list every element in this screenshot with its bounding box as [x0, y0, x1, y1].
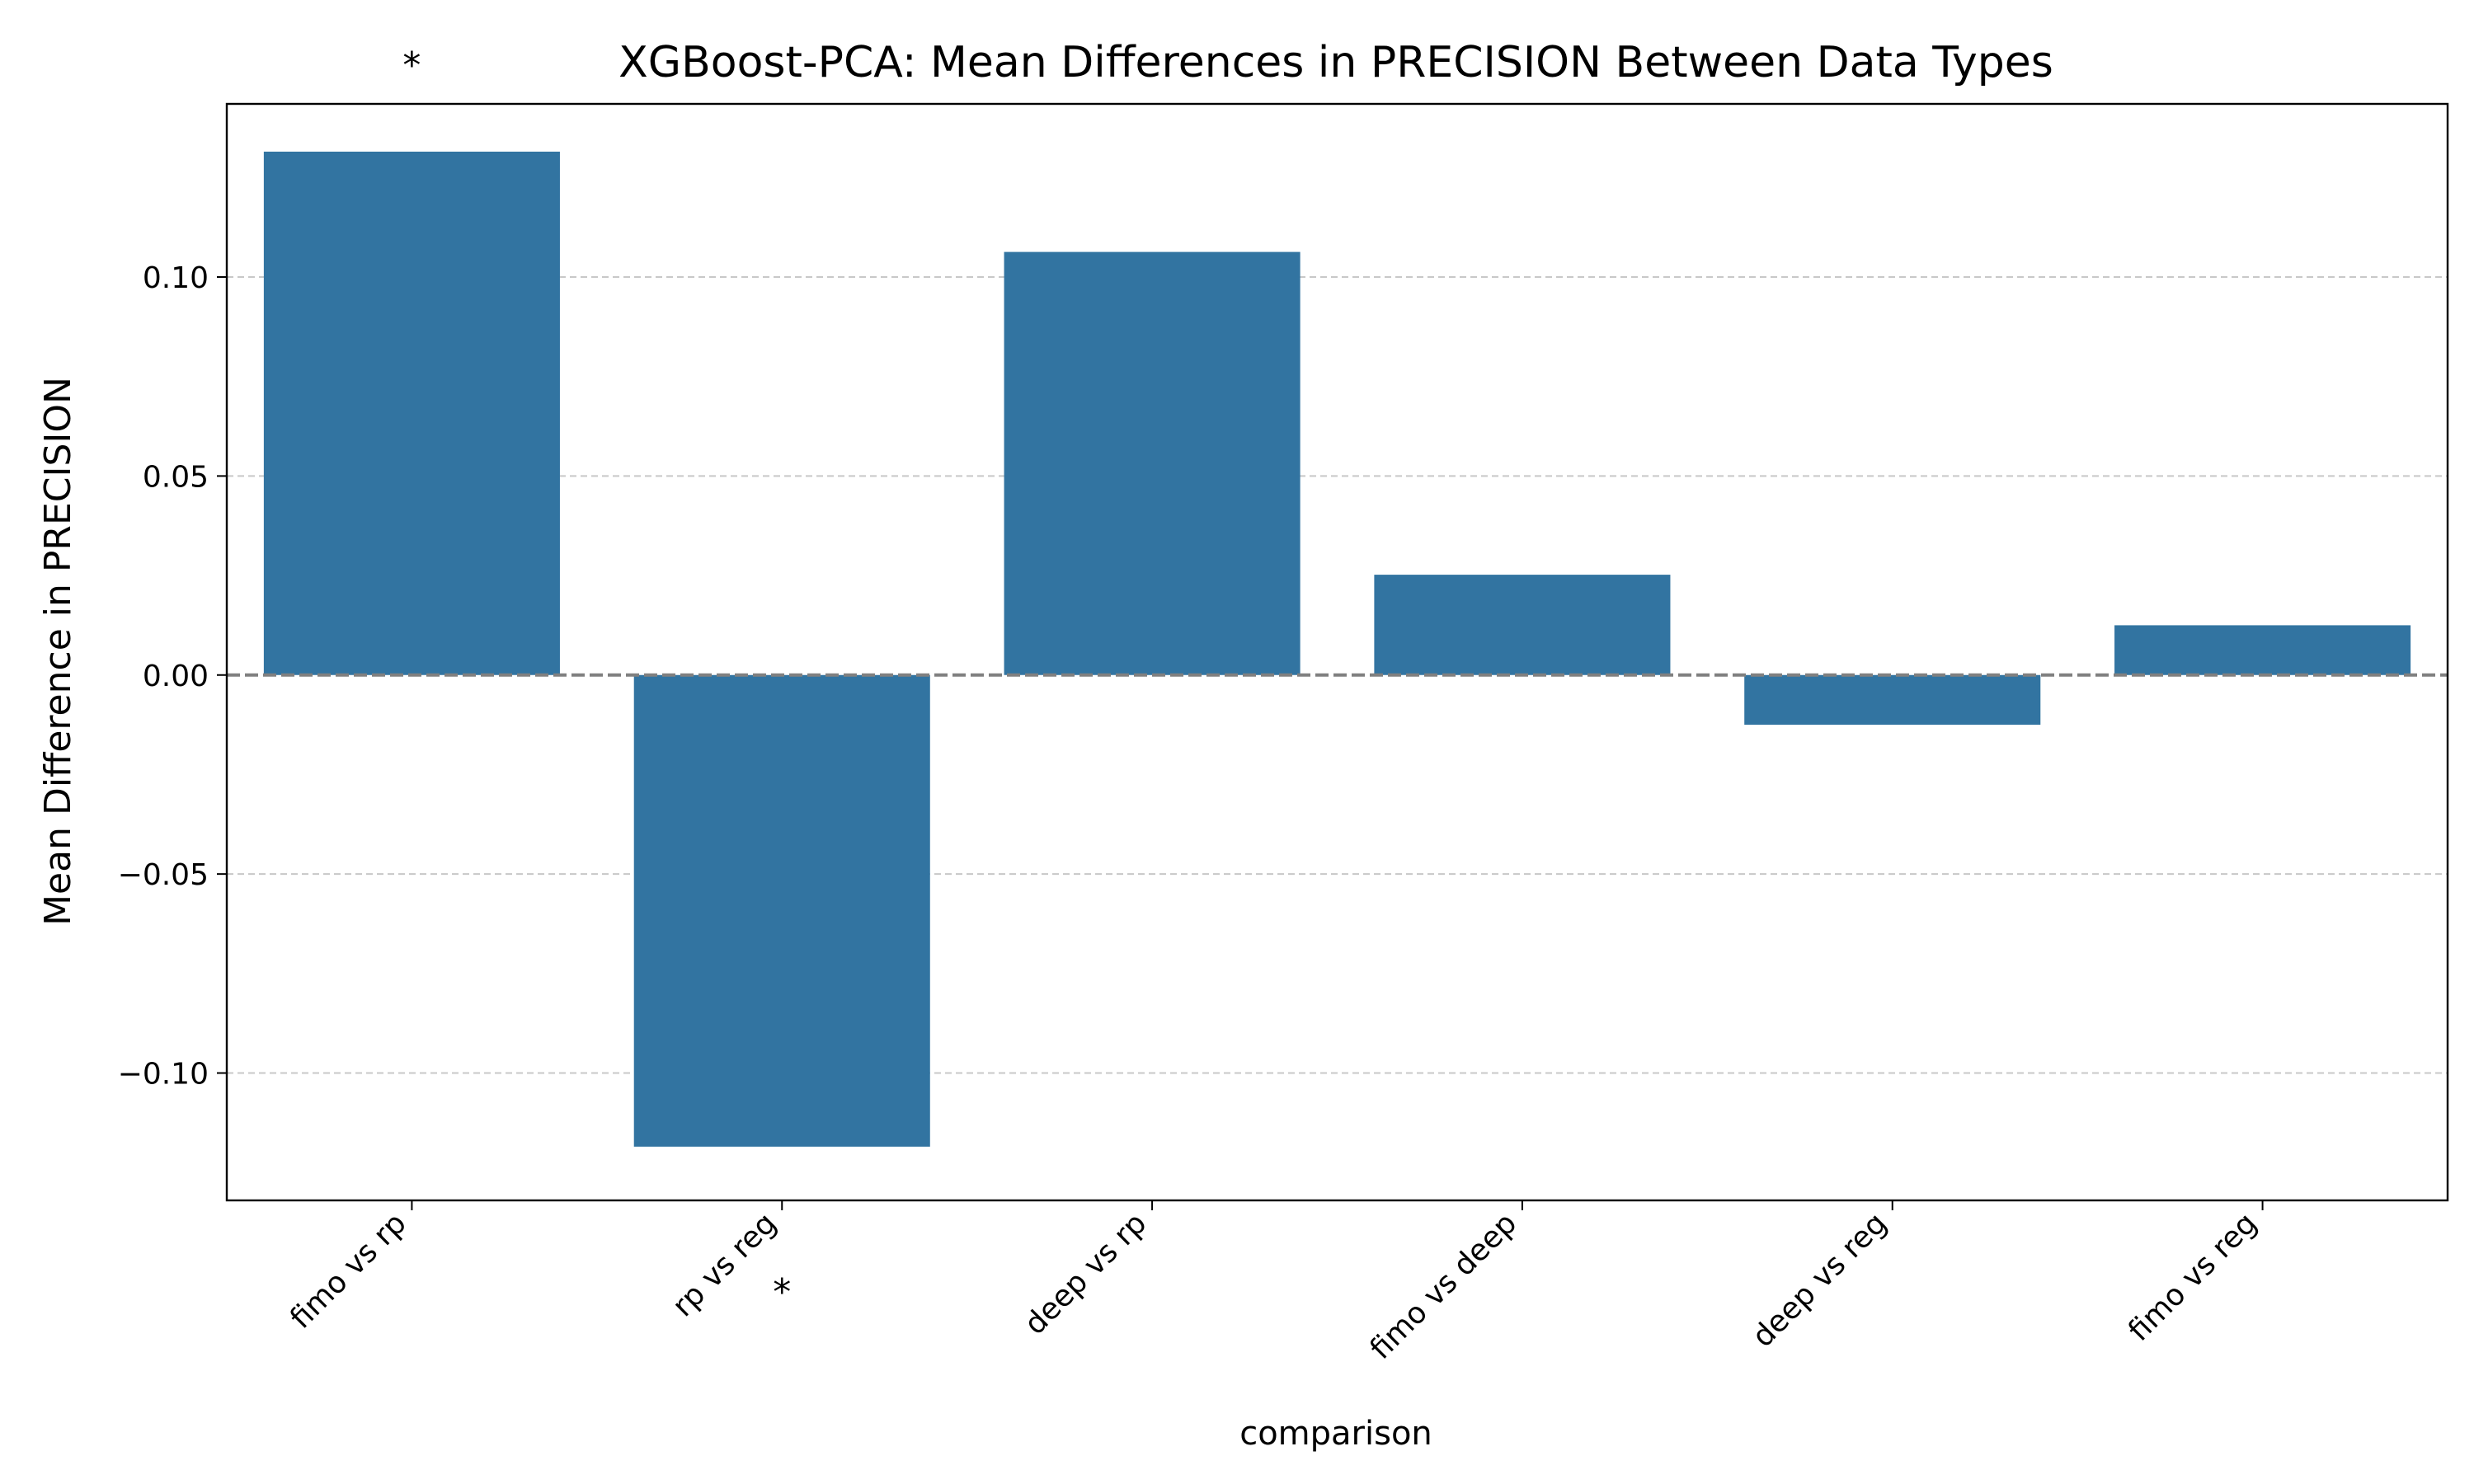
bar-deep-vs-rp	[1004, 251, 1300, 675]
significance-markers: **	[402, 45, 791, 1313]
y-axis-ticks: −0.10 −0.05 0.00 0.05 0.10	[118, 261, 227, 1092]
y-tick-label: −0.10	[118, 1058, 209, 1092]
y-axis-label: Mean Difference in PRECISION	[37, 377, 79, 926]
bars	[263, 151, 2411, 1147]
y-tick-label: −0.05	[118, 858, 209, 892]
grid-lines	[227, 276, 2448, 1074]
y-tick-label: 0.05	[143, 460, 209, 494]
chart-title: XGBoost-PCA: Mean Differences in PRECISI…	[618, 38, 2053, 87]
significance-marker: *	[773, 1271, 791, 1313]
bar-fimo-vs-deep	[1374, 575, 1671, 675]
bar-fimo-vs-reg	[2114, 625, 2411, 675]
y-tick-label: 0.10	[143, 261, 209, 295]
x-axis-label: comparison	[1239, 1415, 1432, 1453]
bar-fimo-vs-rp	[263, 151, 560, 675]
bar-rp-vs-reg	[633, 674, 930, 1147]
significance-marker: *	[402, 45, 421, 87]
plot-frame	[225, 102, 2449, 1202]
y-tick-label: 0.00	[143, 660, 209, 693]
bar-deep-vs-reg	[1744, 674, 2041, 726]
